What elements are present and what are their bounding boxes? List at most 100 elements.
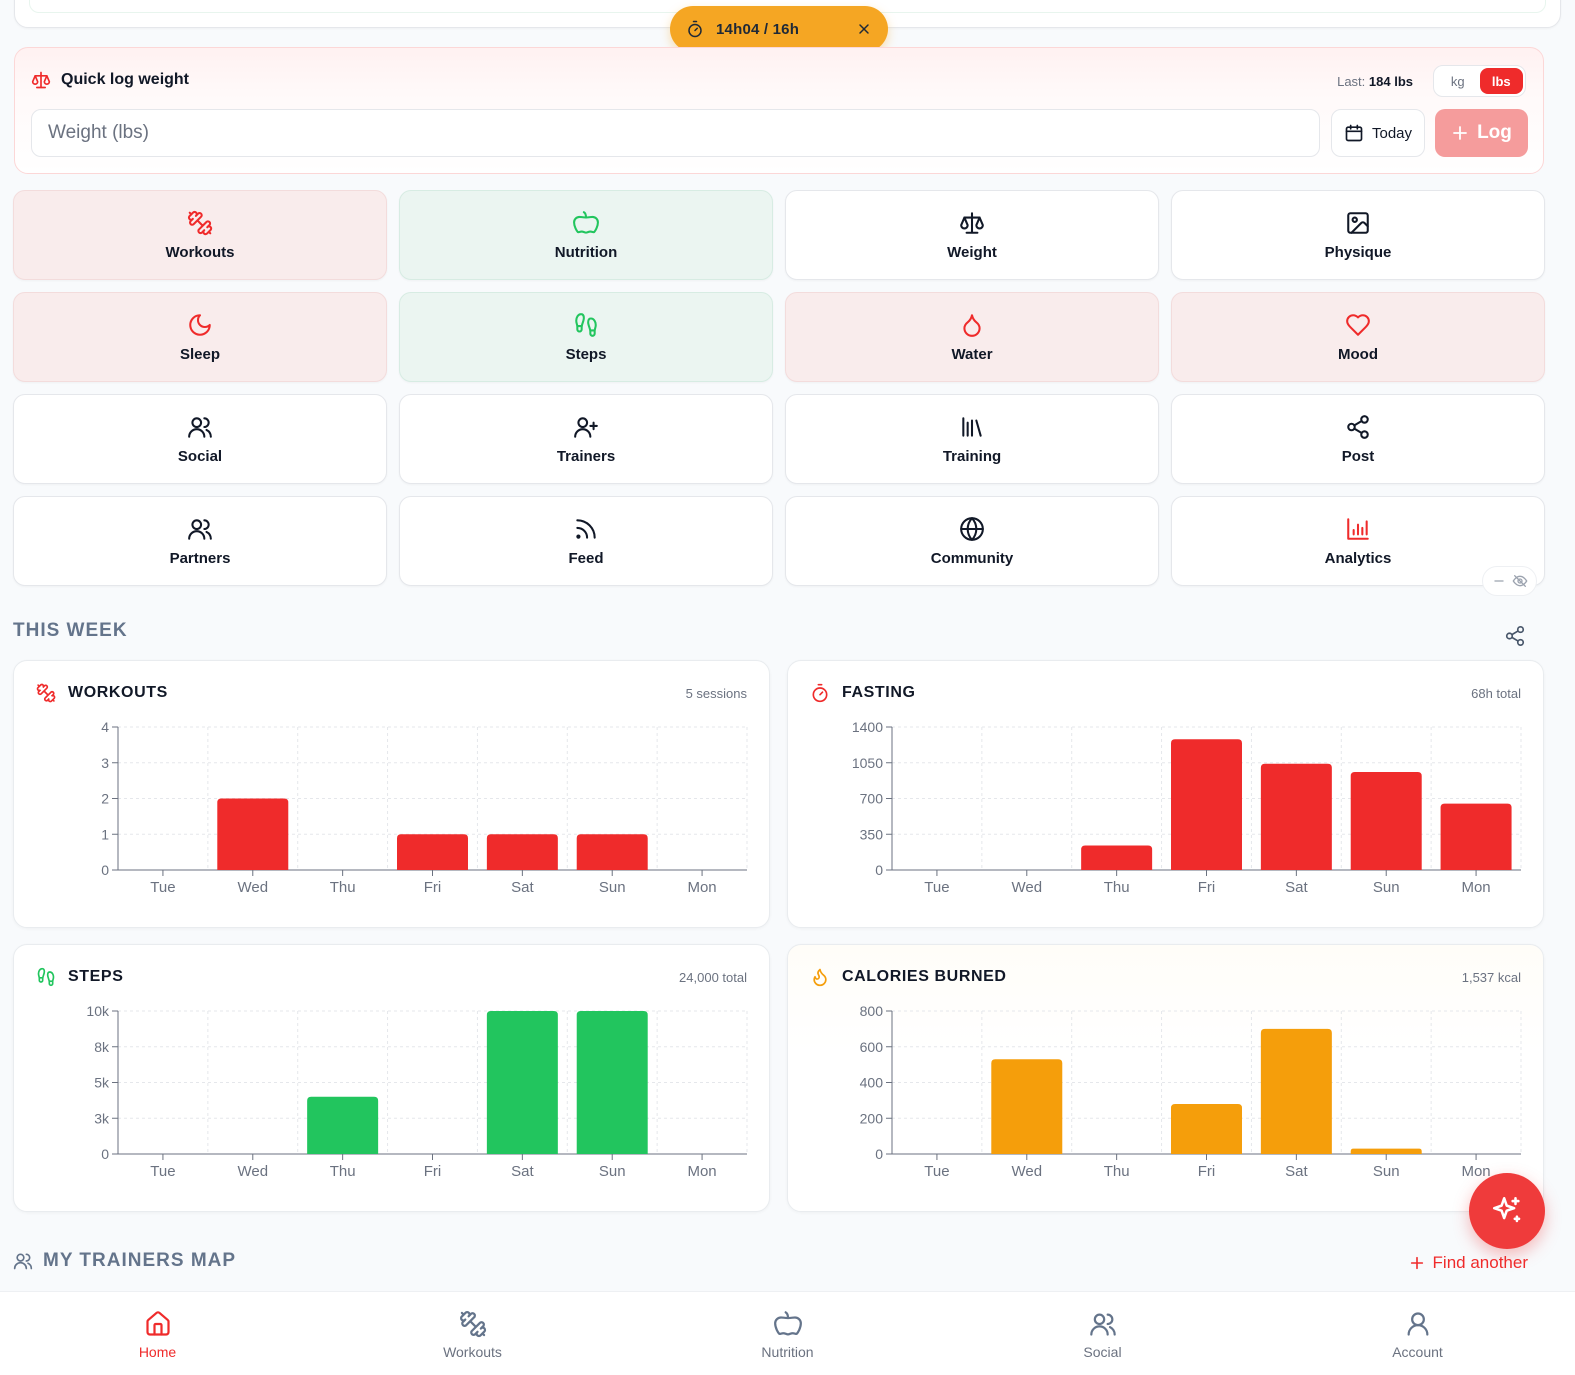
minus-icon[interactable] <box>1491 573 1507 589</box>
x-tick-label: Wed <box>237 879 268 896</box>
date-picker-button[interactable]: Today <box>1331 109 1425 157</box>
tile-community[interactable]: Community <box>785 496 1159 586</box>
unit-lbs-button[interactable]: lbs <box>1479 68 1523 94</box>
find-another-button[interactable]: Find another <box>1409 1253 1528 1273</box>
bar-sat <box>486 834 558 870</box>
y-tick-label: 4 <box>101 719 109 735</box>
nav-account[interactable]: Account <box>1260 1292 1575 1375</box>
date-label: Today <box>1371 124 1413 142</box>
chart-title: STEPS <box>68 968 124 985</box>
log-button[interactable]: Log <box>1435 109 1528 157</box>
fasting-chart-card: FASTING 68h total 0 350 700 1050 1400 Tue Wed T… <box>787 660 1544 928</box>
tile-label: Training <box>942 447 1002 465</box>
bar-sat <box>486 1011 558 1154</box>
calendar-icon <box>1344 123 1364 143</box>
chart-summary: 1,537 kcal <box>1461 970 1521 985</box>
x-tick-label: Tue <box>150 1163 175 1180</box>
x-tick-label: Mon <box>1461 879 1490 896</box>
tile-physique[interactable]: Physique <box>1171 190 1545 280</box>
tile-label: Workouts <box>165 243 235 261</box>
dumbbell-icon <box>187 210 213 236</box>
share-icon[interactable] <box>1504 625 1526 647</box>
dumbbell-icon <box>459 1310 487 1338</box>
x-tick-label: Tue <box>924 879 949 896</box>
y-tick-label: 700 <box>860 791 884 807</box>
close-icon[interactable] <box>856 21 872 37</box>
tile-label: Trainers <box>556 447 616 465</box>
heart-icon <box>1345 312 1371 338</box>
fasting-timer-pill[interactable]: 14h04 / 16h <box>670 6 888 52</box>
bar-wed <box>217 798 289 870</box>
last-weight-label: Last: <box>1337 74 1366 89</box>
feature-grid: Workouts Nutrition Weight Physique Sleep Step… <box>13 190 1545 586</box>
tile-weight[interactable]: Weight <box>785 190 1159 280</box>
y-tick-label: 8k <box>94 1039 110 1055</box>
chart-summary: 24,000 total <box>679 970 747 985</box>
tile-label: Water <box>951 345 993 363</box>
bar-sat <box>1260 763 1332 870</box>
image-icon <box>1345 210 1371 236</box>
moon-icon <box>187 312 213 338</box>
ai-assistant-button[interactable] <box>1469 1173 1545 1249</box>
trainers-map-header: MY TRAINERS MAP <box>13 1250 236 1272</box>
log-label: Log <box>1477 122 1512 143</box>
fasting-chart: 0 350 700 1050 1400 Tue Wed Thu Fri Sat Sun Mon <box>852 719 1522 896</box>
nav-social[interactable]: Social <box>945 1292 1260 1375</box>
tile-training[interactable]: Training <box>785 394 1159 484</box>
chart-summary: 5 sessions <box>685 686 747 701</box>
x-tick-label: Fri <box>1198 879 1216 896</box>
steps-chart: 0 3k 5k 8k 10k Tue Wed Thu Fri Sat Sun Mon <box>86 1003 748 1180</box>
x-tick-label: Thu <box>1104 879 1130 896</box>
tile-workouts[interactable]: Workouts <box>13 190 387 280</box>
nav-label: Nutrition <box>761 1344 814 1360</box>
bar-sun <box>576 834 648 870</box>
weight-input[interactable] <box>31 109 1320 157</box>
rss-icon <box>573 516 599 542</box>
y-tick-label: 800 <box>860 1003 884 1019</box>
x-tick-label: Sun <box>599 1163 626 1180</box>
scale-icon <box>31 70 51 90</box>
grid-controls <box>1482 566 1537 596</box>
unit-toggle: kg lbs <box>1433 65 1526 97</box>
tile-steps[interactable]: Steps <box>399 292 773 382</box>
timer-icon <box>686 20 704 38</box>
nav-workouts[interactable]: Workouts <box>315 1292 630 1375</box>
tile-partners[interactable]: Partners <box>13 496 387 586</box>
bar-sat <box>1260 1028 1332 1154</box>
y-tick-label: 0 <box>101 862 109 878</box>
x-tick-label: Thu <box>330 879 356 896</box>
bar-thu <box>307 1096 379 1154</box>
x-tick-label: Mon <box>687 1163 716 1180</box>
bar-mon <box>1440 803 1512 870</box>
tile-sleep[interactable]: Sleep <box>13 292 387 382</box>
x-tick-label: Sat <box>511 1163 534 1180</box>
footprints-icon <box>36 967 56 987</box>
eye-off-icon[interactable] <box>1512 573 1528 589</box>
user-icon <box>1404 1310 1432 1338</box>
users-icon <box>13 1251 33 1271</box>
home-icon <box>144 1310 172 1338</box>
x-tick-label: Wed <box>237 1163 268 1180</box>
tile-nutrition[interactable]: Nutrition <box>399 190 773 280</box>
tile-social[interactable]: Social <box>13 394 387 484</box>
tile-trainers[interactable]: Trainers <box>399 394 773 484</box>
bar-sun <box>1350 771 1422 870</box>
apple-icon <box>773 1310 802 1338</box>
tile-feed[interactable]: Feed <box>399 496 773 586</box>
tile-analytics[interactable]: Analytics <box>1171 496 1545 586</box>
unit-kg-button[interactable]: kg <box>1450 73 1465 89</box>
x-tick-label: Thu <box>1104 1163 1130 1180</box>
tile-mood[interactable]: Mood <box>1171 292 1545 382</box>
tile-water[interactable]: Water <box>785 292 1159 382</box>
nav-home[interactable]: Home <box>0 1292 315 1375</box>
x-tick-label: Fri <box>424 879 442 896</box>
x-tick-label: Sun <box>1373 879 1400 896</box>
this-week-title: THIS WEEK <box>13 620 128 641</box>
nav-nutrition[interactable]: Nutrition <box>630 1292 945 1375</box>
y-tick-label: 5k <box>94 1075 110 1091</box>
tile-label: Steps <box>565 345 607 363</box>
tile-post[interactable]: Post <box>1171 394 1545 484</box>
x-tick-label: Mon <box>1461 1163 1490 1180</box>
y-tick-label: 0 <box>875 862 883 878</box>
timer-icon <box>810 683 830 703</box>
